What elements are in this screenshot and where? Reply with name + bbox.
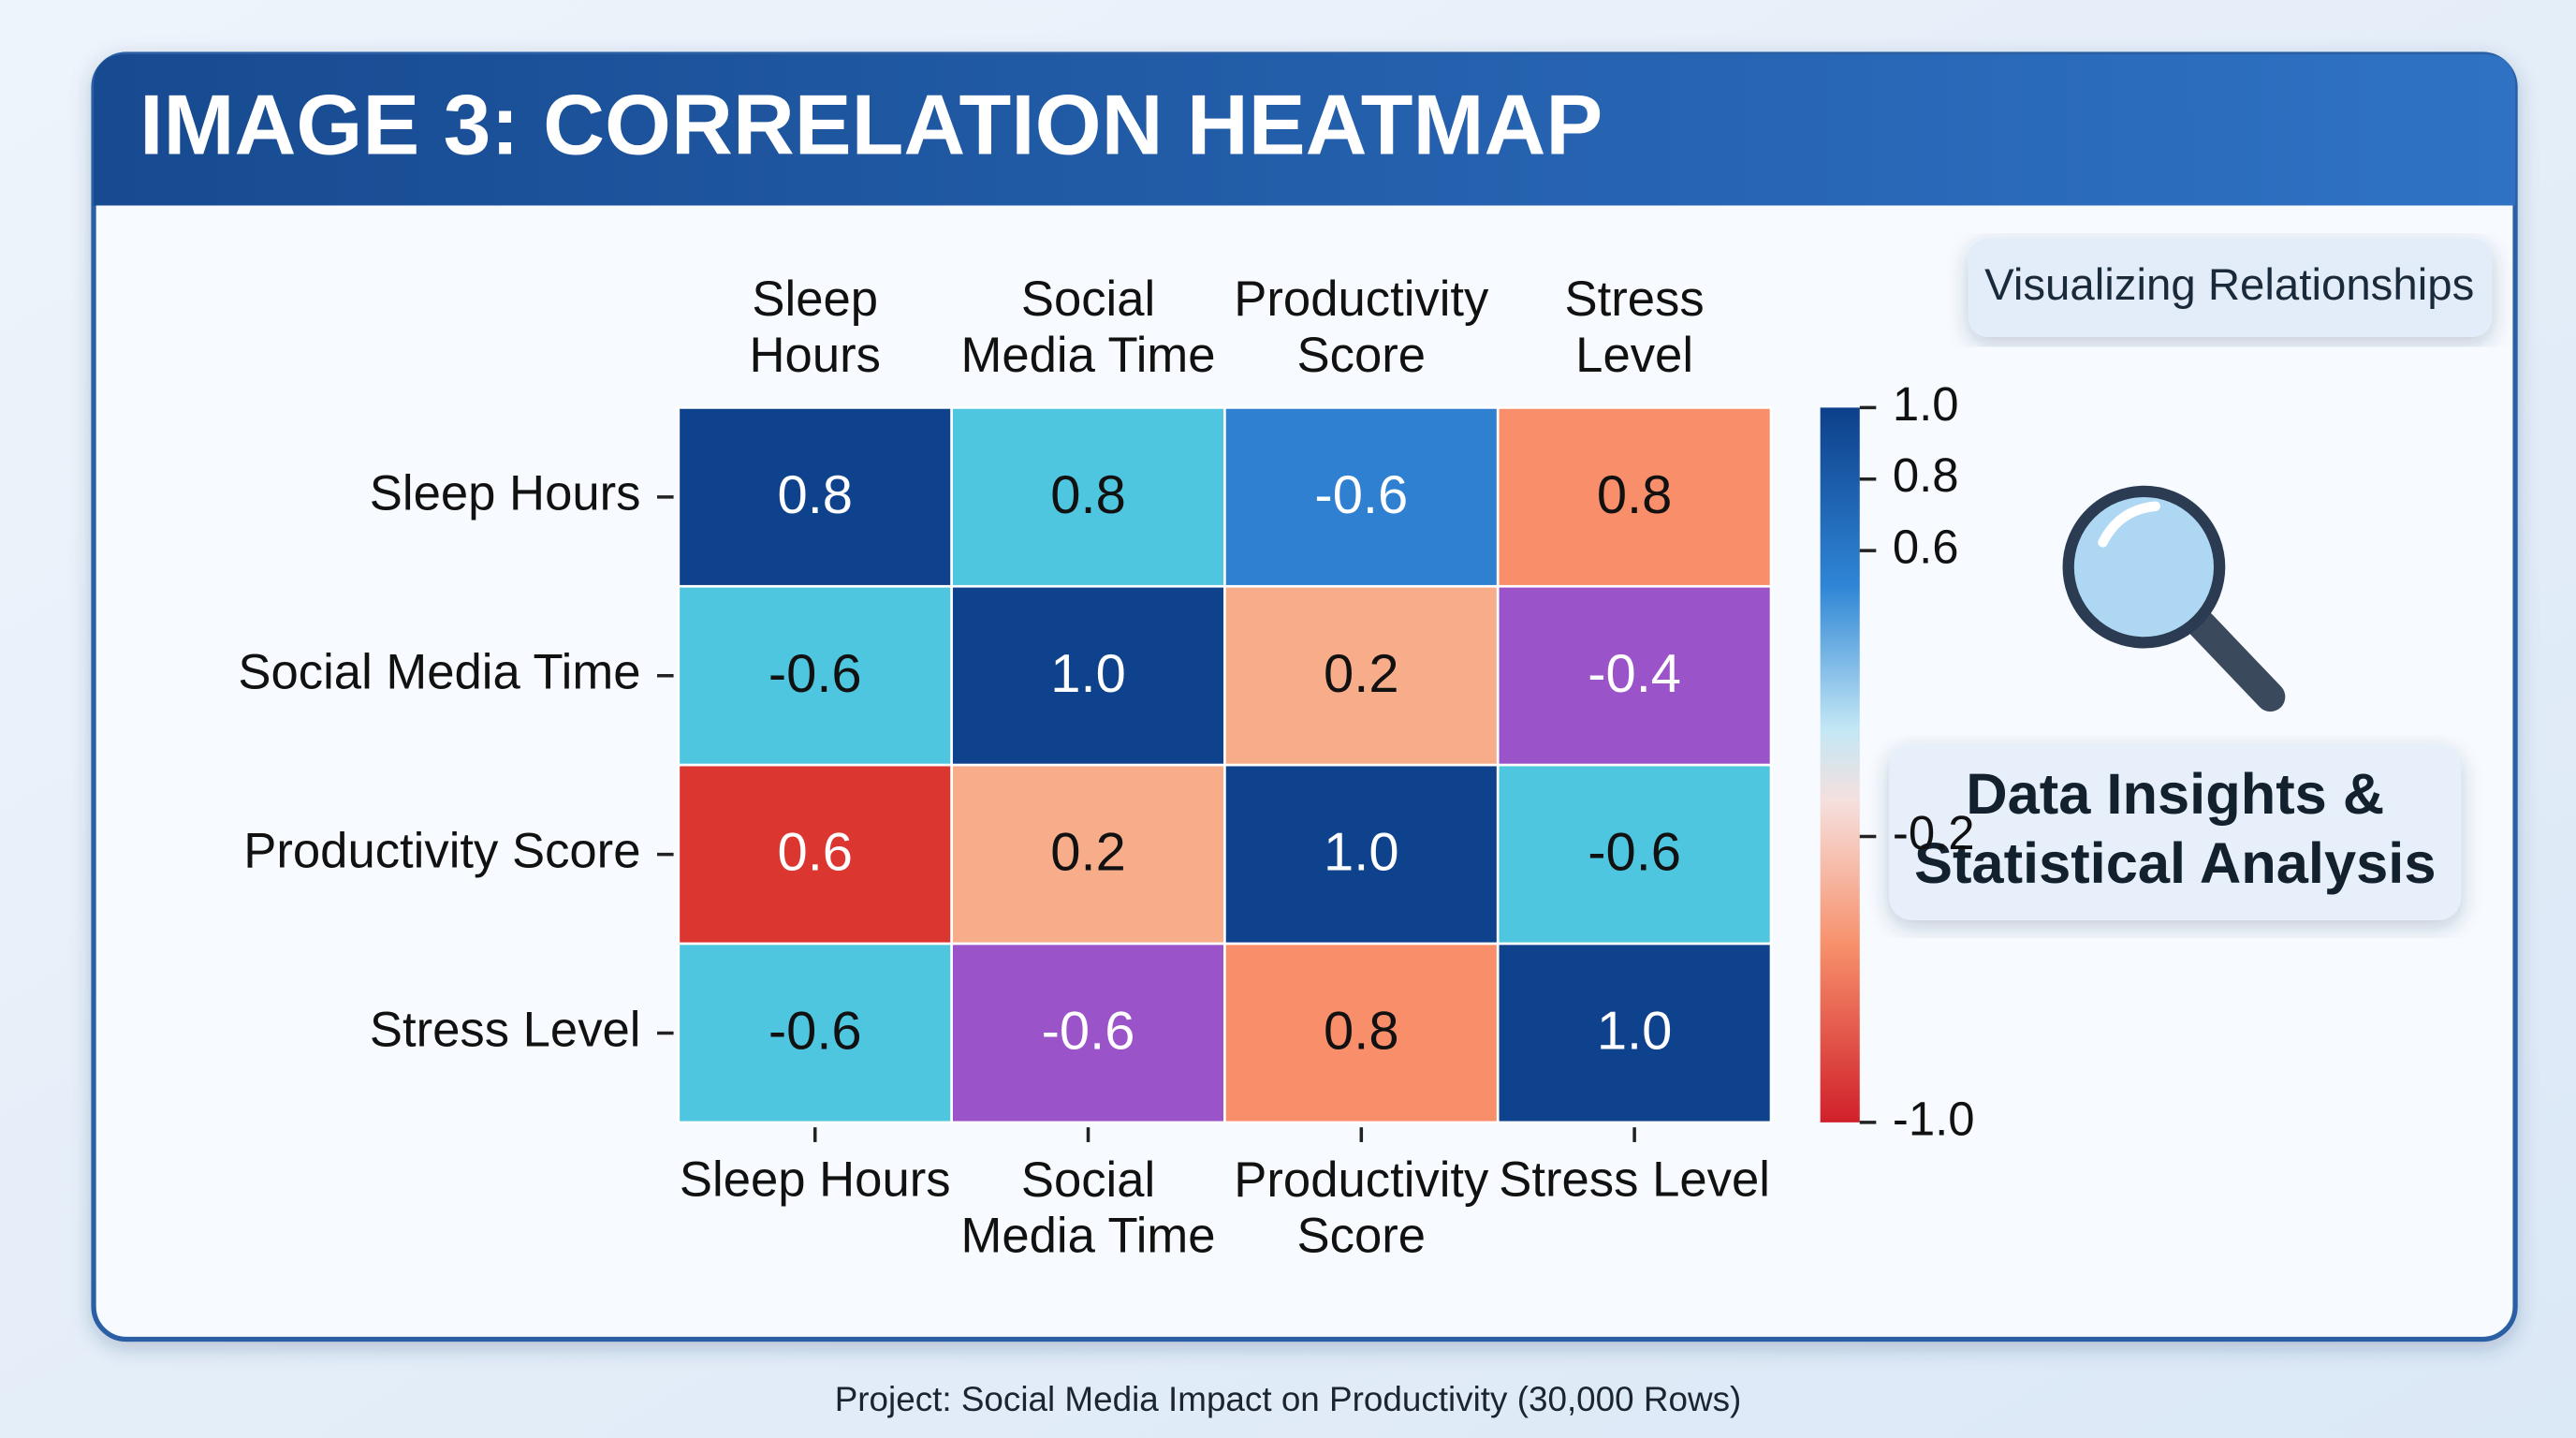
heatmap-cell — [950, 763, 1226, 946]
x-bottom-label: Sleep Hours — [680, 1152, 951, 1208]
heatmap-cell — [677, 584, 953, 767]
x-bottom-label: Productivity Score — [1234, 1152, 1489, 1264]
y-tick-label: Sleep Hours — [370, 466, 641, 521]
magnifier-icon — [2062, 485, 2286, 712]
y-tick-label: Social Media Time — [238, 645, 640, 700]
heatmap-cell — [1496, 406, 1773, 588]
cell-label: -0.6 — [768, 644, 862, 704]
cell-label: 0.6 — [777, 823, 853, 883]
heatmap-cell — [677, 942, 953, 1124]
cell-label: -0.4 — [1588, 644, 1681, 704]
heatmap-cell — [1496, 763, 1773, 946]
colorbar-tick-label: -0.2 — [1893, 806, 1975, 859]
header-band — [94, 54, 2516, 206]
x-top-label: Productivity Score — [1234, 271, 1489, 383]
x-bottom-label: Social Media Time — [960, 1152, 1215, 1264]
cell-label: 1.0 — [1050, 644, 1126, 704]
insight-panel — [1889, 744, 2462, 920]
heatmap-cell — [1223, 763, 1500, 946]
cell-label: -0.6 — [768, 1001, 862, 1061]
cell-label: 0.8 — [1050, 465, 1126, 525]
cell-label: 1.0 — [1597, 1001, 1673, 1061]
heatmap-cell — [1223, 942, 1500, 1124]
heatmap-cell — [950, 942, 1226, 1124]
cell-label: -0.6 — [1042, 1001, 1135, 1061]
badge-text: Visualizing Relationships — [1984, 260, 2474, 310]
cell-label: 0.2 — [1050, 823, 1126, 883]
heatmap-cell — [950, 584, 1226, 767]
y-tick-label: Productivity Score — [243, 823, 640, 878]
cell-label: 0.8 — [1597, 465, 1673, 525]
cell-label: -0.6 — [1314, 465, 1408, 525]
heatmap-cell — [1223, 406, 1500, 588]
insight-panel-text: Data Insights & Statistical Analysis — [1914, 762, 2436, 896]
y-tick-label: Stress Level — [370, 1002, 641, 1057]
x-top-label: Sleep Hours — [750, 271, 881, 383]
chart-title: IMAGE 3: CORRELATION HEATMAP — [139, 78, 1603, 173]
cell-label: -0.6 — [1588, 823, 1681, 883]
heatmap-cell — [1223, 584, 1500, 767]
x-top-label: Stress Level — [1565, 271, 1705, 383]
colorbar — [1820, 407, 1860, 1123]
footer: Project: Social Media Impact on Producti… — [835, 1380, 1742, 1418]
heatmap-cell — [1496, 584, 1773, 767]
colorbar-tick-label: -1.0 — [1893, 1092, 1975, 1145]
colorbar-tick-label: 1.0 — [1893, 377, 1959, 431]
x-bottom-label: Stress Level — [1499, 1152, 1770, 1208]
x-top-label: Social Media Time — [960, 271, 1215, 383]
cell-label: 1.0 — [1324, 823, 1399, 883]
cell-label: 0.8 — [1324, 1001, 1399, 1061]
cell-label: 0.2 — [1324, 644, 1399, 704]
heatmap-cell — [1496, 942, 1773, 1124]
colorbar-tick-label: 0.8 — [1893, 448, 1959, 502]
colorbar-tick-label: 0.6 — [1893, 521, 1959, 574]
cell-label: 0.8 — [777, 465, 853, 525]
badge — [1968, 238, 2493, 337]
